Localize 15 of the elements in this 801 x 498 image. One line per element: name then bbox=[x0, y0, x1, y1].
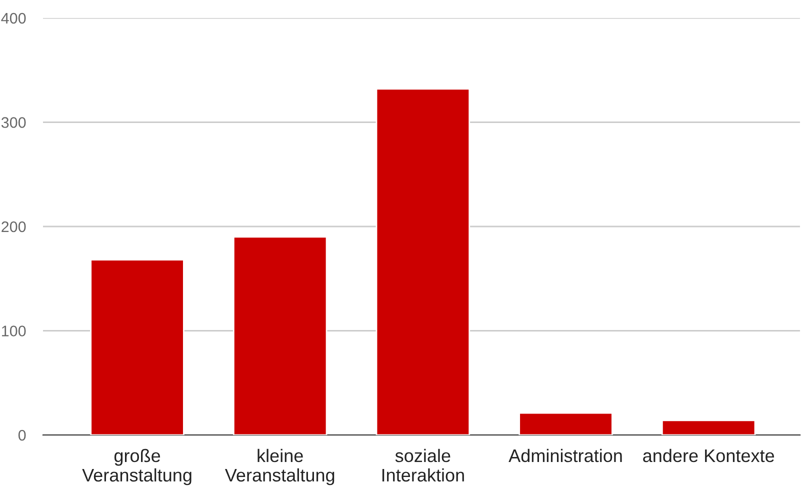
bar bbox=[518, 412, 613, 435]
bar bbox=[661, 420, 756, 435]
bar bbox=[376, 88, 470, 435]
bar bbox=[232, 236, 328, 435]
y-tick-label: 300 bbox=[1, 117, 26, 128]
x-tick-label: andere Kontexte bbox=[643, 448, 774, 462]
y-tick-label: 100 bbox=[2, 326, 26, 336]
y-tick-label: 200 bbox=[2, 221, 26, 232]
x-tick-label: kleine Veranstaltung bbox=[224, 448, 334, 486]
x-tick-label: soziale Interaktion bbox=[382, 448, 464, 482]
bar bbox=[90, 259, 184, 435]
x-tick-label: Administration bbox=[508, 448, 622, 462]
y-tick-label: 0 bbox=[18, 430, 26, 441]
y-tick-label: 400 bbox=[1, 12, 26, 24]
x-tick-label: große Veranstaltung bbox=[82, 448, 192, 486]
